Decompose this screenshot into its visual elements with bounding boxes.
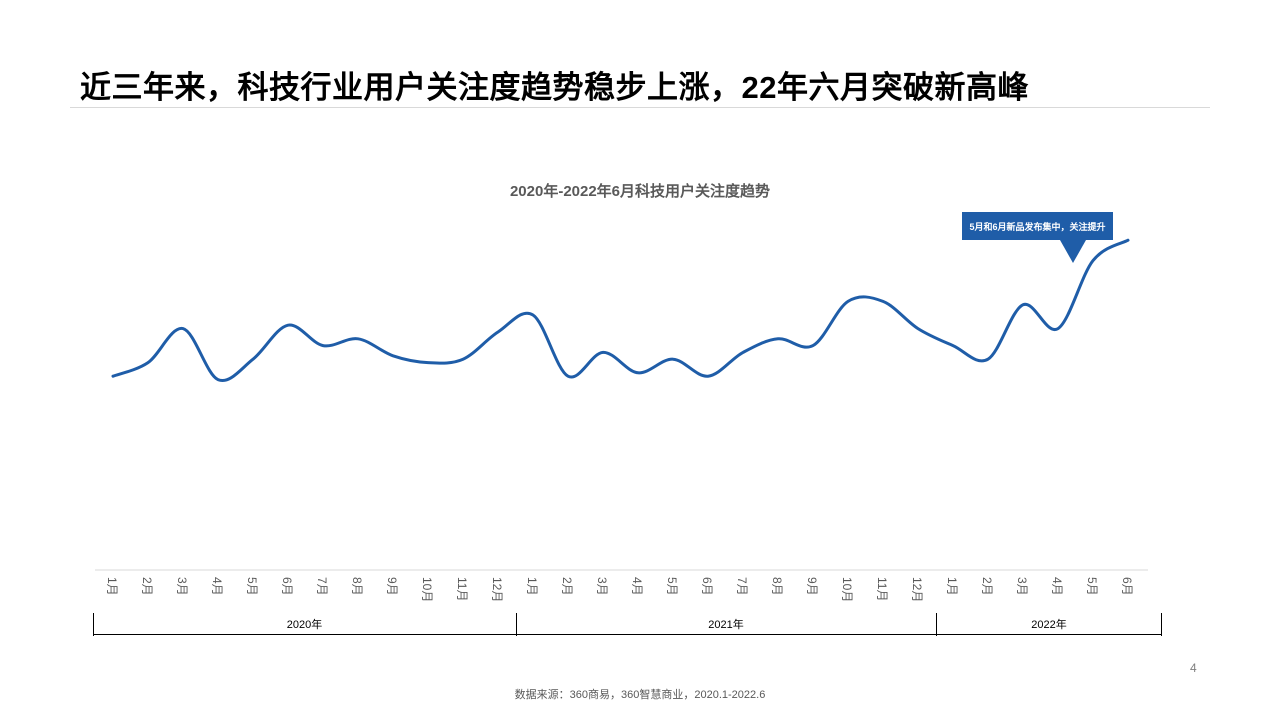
year-divider bbox=[93, 613, 94, 636]
year-group-label: 2020年 bbox=[93, 613, 516, 635]
x-tick-label: 6月 bbox=[700, 577, 714, 596]
x-tick-label: 1月 bbox=[105, 577, 119, 596]
x-tick-label: 4月 bbox=[210, 577, 224, 596]
page-number: 4 bbox=[1190, 661, 1197, 675]
x-tick-label: 8月 bbox=[350, 577, 364, 596]
x-tick-label: 6月 bbox=[1120, 577, 1134, 596]
x-tick-label: 10月 bbox=[420, 577, 434, 602]
x-tick-label: 9月 bbox=[805, 577, 819, 596]
slide-title: 近三年来，科技行业用户关注度趋势稳步上涨，22年六月突破新高峰 bbox=[80, 70, 1029, 105]
x-tick-label: 6月 bbox=[280, 577, 294, 596]
x-tick-label: 5月 bbox=[245, 577, 259, 596]
x-tick-labels: 1月 2月 3月 4月 5月 6月 7月 8月 9月 10月 11月 12月 1月 2月 3月 4月 5月 6月 7… bbox=[105, 577, 1134, 602]
title-divider bbox=[70, 107, 1210, 108]
x-tick-label: 3月 bbox=[175, 577, 189, 596]
annotation-callout: 5月和6月新品发布集中，关注提升 bbox=[962, 212, 1113, 240]
x-tick-label: 12月 bbox=[910, 577, 924, 602]
chart-title: 2020年-2022年6月科技用户关注度趋势 bbox=[509, 183, 771, 200]
x-tick-label: 3月 bbox=[595, 577, 609, 596]
x-tick-label: 11月 bbox=[875, 577, 889, 601]
year-divider bbox=[516, 613, 517, 636]
x-tick-label: 11月 bbox=[455, 577, 469, 601]
x-tick-label: 7月 bbox=[735, 577, 749, 596]
x-tick-label: 5月 bbox=[665, 577, 679, 596]
x-tick-label: 2月 bbox=[560, 577, 574, 596]
x-tick-label: 4月 bbox=[1050, 577, 1064, 596]
x-tick-label: 12月 bbox=[490, 577, 504, 602]
x-tick-label: 1月 bbox=[945, 577, 959, 596]
data-source-note: 数据来源：360商易，360智慧商业，2020.1-2022.6 bbox=[514, 689, 766, 701]
x-tick-label: 8月 bbox=[770, 577, 784, 596]
year-group-label: 2021年 bbox=[516, 613, 936, 635]
series-line bbox=[111, 238, 1130, 383]
x-tick-label: 2月 bbox=[140, 577, 154, 596]
x-tick-label: 2月 bbox=[980, 577, 994, 596]
year-divider bbox=[1161, 613, 1162, 636]
x-tick-label: 4月 bbox=[630, 577, 644, 596]
annotation-pointer bbox=[1060, 240, 1086, 263]
x-tick-label: 5月 bbox=[1085, 577, 1099, 596]
year-group-label: 2022年 bbox=[936, 613, 1162, 635]
x-tick-label: 7月 bbox=[315, 577, 329, 596]
x-tick-label: 3月 bbox=[1015, 577, 1029, 596]
x-tick-label: 10月 bbox=[840, 577, 854, 602]
x-tick-label: 1月 bbox=[525, 577, 539, 596]
year-divider bbox=[936, 613, 937, 636]
x-tick-label: 9月 bbox=[385, 577, 399, 596]
